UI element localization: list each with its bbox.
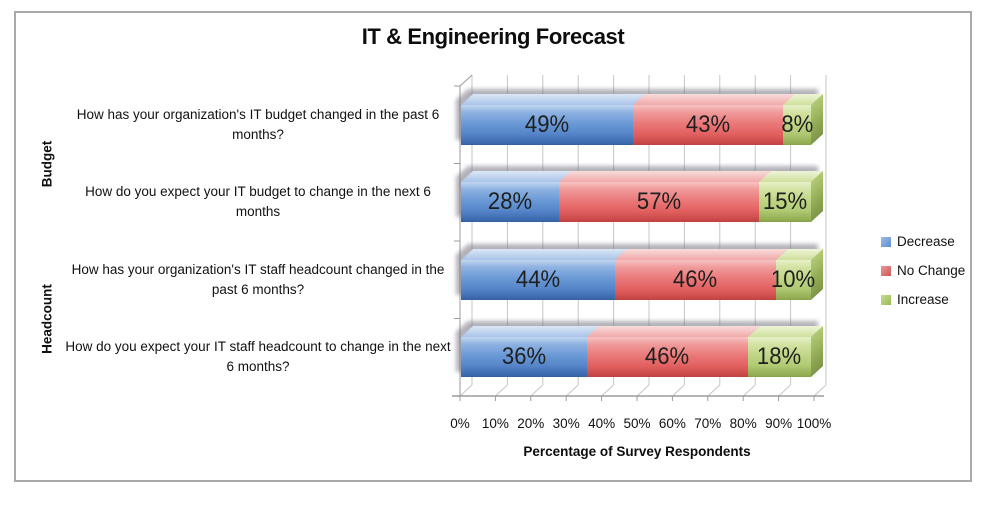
bar-segment-no-change: 46%	[615, 248, 789, 300]
category-label: How has your organization's IT budget ch…	[76, 106, 440, 142]
bar-row: 36% 46% 18%	[461, 326, 824, 378]
bar-data-label: 15%	[762, 188, 807, 216]
bar-top-face	[632, 93, 796, 105]
bar-segment-decrease: 44%	[461, 248, 628, 300]
category-label: How do you expect your IT budget to chan…	[85, 184, 431, 220]
bar-data-label: 28%	[487, 188, 533, 216]
bar-segment-decrease: 28%	[461, 171, 572, 223]
bar-segment-increase: 18%	[748, 326, 824, 378]
bar-top-face	[587, 326, 761, 338]
x-tick-label: 0%	[450, 416, 470, 431]
x-tick-label: 40%	[588, 416, 616, 431]
bar-top-face	[461, 93, 645, 105]
legend-item-increase: Increase	[881, 292, 965, 307]
increase-swatch-icon	[881, 294, 891, 305]
x-tick-label: 30%	[552, 416, 580, 431]
chart-title: IT & Engineering Forecast	[361, 24, 625, 49]
no-change-swatch-icon	[881, 265, 891, 276]
bar-segment-no-change: 43%	[632, 93, 796, 145]
bar-segment-increase: 15%	[758, 171, 824, 223]
x-tick-label: 10%	[481, 416, 509, 431]
legend-item-no-change: No Change	[881, 263, 965, 278]
legend-label: Increase	[897, 292, 949, 307]
bar-top-face	[461, 248, 628, 260]
bar-top-face	[461, 171, 572, 183]
legend-label: Decrease	[897, 234, 955, 249]
x-tick-label: 100%	[796, 416, 832, 431]
group-label-budget: Budget	[39, 140, 55, 187]
bar-top-face	[461, 326, 600, 338]
bar-segment-increase: 10%	[771, 248, 824, 300]
bar-data-label: 8%	[781, 110, 813, 138]
decrease-swatch-icon	[881, 236, 891, 247]
bar-segment-no-change: 46%	[587, 326, 761, 378]
x-tick-label: 60%	[658, 416, 686, 431]
bar-data-label: 36%	[501, 343, 547, 371]
category-label: How do you expect your IT staff headcoun…	[65, 339, 451, 375]
bar-row: 49% 43% 8%	[461, 93, 824, 145]
bar-data-label: 18%	[757, 343, 802, 371]
bar-data-label: 44%	[515, 265, 561, 293]
bar-data-label: 46%	[673, 265, 718, 293]
bar-data-label: 46%	[645, 343, 690, 371]
category-label: How has your organization's IT staff hea…	[71, 261, 445, 297]
x-tick-label: 20%	[517, 416, 545, 431]
bar-data-label: 57%	[636, 188, 681, 216]
bar-top-face	[615, 248, 789, 260]
bar-data-label: 10%	[771, 265, 816, 293]
x-tick-label: 90%	[765, 416, 793, 431]
bar-data-label: 49%	[524, 110, 569, 138]
bar-segment-decrease: 49%	[461, 93, 645, 145]
x-tick-label: 50%	[623, 416, 651, 431]
legend-item-decrease: Decrease	[881, 234, 965, 249]
chart-frame: IT & Engineering Forecast	[14, 11, 972, 482]
bar-segment-increase: 8%	[781, 93, 824, 145]
x-tick-label: 80%	[729, 416, 757, 431]
bar-row: 28% 57% 15%	[461, 171, 824, 223]
x-tick-label: 70%	[694, 416, 722, 431]
x-axis-title: Percentage of Survey Respondents	[523, 444, 751, 459]
bar-segment-decrease: 36%	[461, 326, 600, 378]
bar-data-label: 43%	[685, 110, 730, 138]
bar-segment-no-change: 57%	[559, 171, 771, 223]
bar-top-face	[559, 171, 771, 183]
legend-label: No Change	[897, 263, 966, 278]
legend: Decrease No Change Increase	[881, 234, 965, 307]
group-label-headcount: Headcount	[39, 283, 55, 354]
bar-row: 44% 46% 10%	[461, 248, 824, 300]
